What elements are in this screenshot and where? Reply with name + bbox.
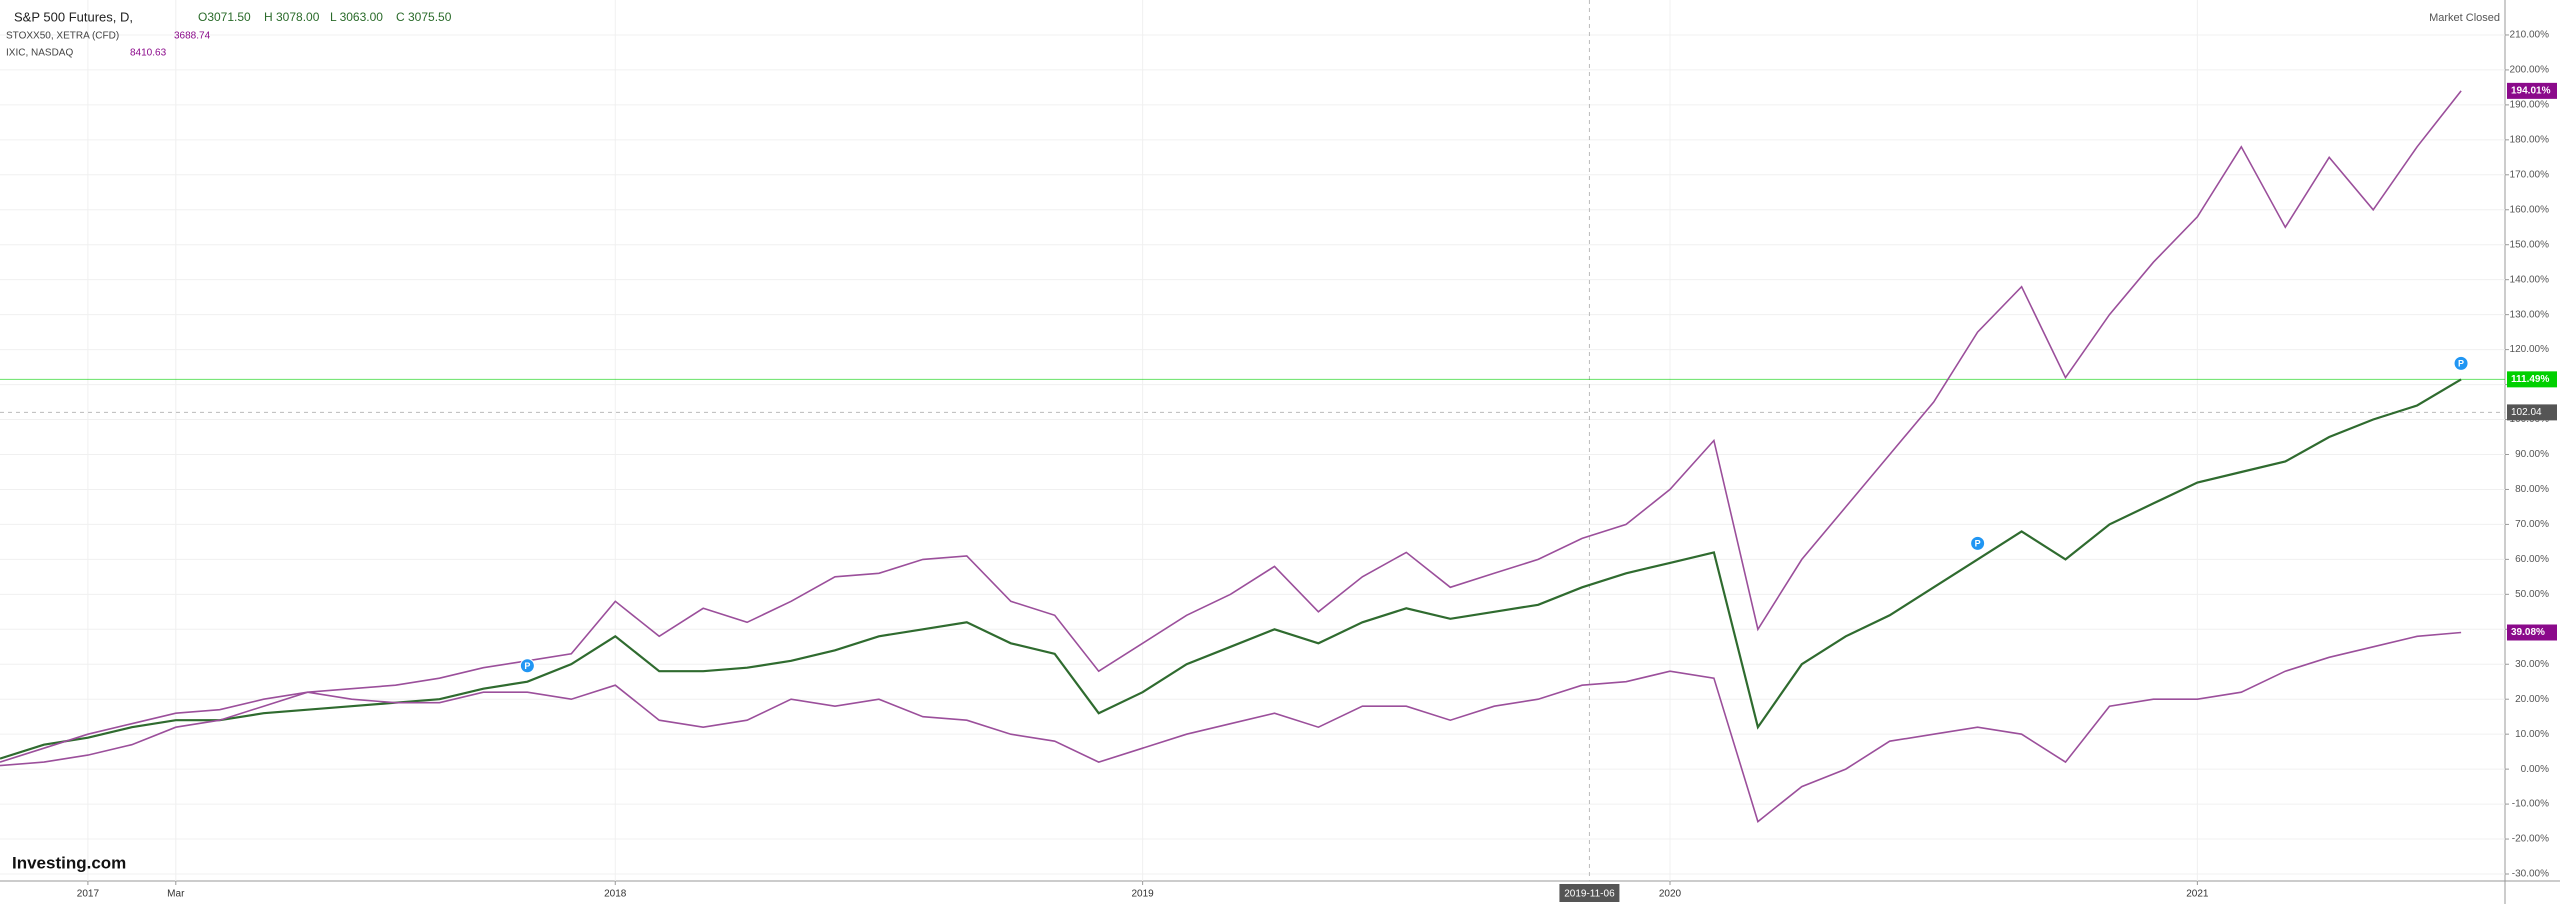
legend-series-name: IXIC, NASDAQ	[6, 48, 73, 59]
y-tick-label: 180.00%	[2510, 134, 2550, 145]
last-value-tag	[2507, 371, 2557, 388]
y-tick-label: 130.00%	[2510, 309, 2550, 320]
last-value-tag	[2507, 624, 2557, 641]
y-tick-label: 70.00%	[2515, 519, 2549, 530]
x-tick-label: 2019	[1132, 889, 1155, 900]
event-marker-label: P	[1975, 539, 1981, 549]
ohlc-value: O3071.50	[198, 10, 251, 24]
y-tick-label: 0.00%	[2521, 764, 2549, 775]
x-tick-label: 2018	[604, 889, 627, 900]
ohlc-value: L 3063.00	[330, 10, 383, 24]
y-tick-label: 50.00%	[2515, 589, 2549, 600]
event-marker-label: P	[2458, 359, 2464, 369]
series-line	[0, 378, 2462, 760]
crosshair-y-label: 102.04	[2511, 407, 2542, 418]
ohlc-value: H 3078.00	[264, 10, 320, 24]
logo: Investing.com	[12, 853, 126, 872]
legend-title: S&P 500 Futures, D,	[14, 9, 133, 24]
event-marker[interactable]	[519, 658, 535, 674]
y-tick-label: 190.00%	[2510, 100, 2550, 111]
y-tick-label: 170.00%	[2510, 169, 2550, 180]
plot	[0, 90, 2462, 823]
y-tick-label: 200.00%	[2510, 65, 2550, 76]
grid	[0, 0, 2509, 885]
y-tick-label: 210.00%	[2510, 30, 2550, 41]
x-tick-label: 2020	[1659, 889, 1682, 900]
x-tick-label: Mar	[167, 889, 185, 900]
last-value-tag	[2507, 82, 2557, 99]
y-tick-label: 60.00%	[2515, 554, 2549, 565]
crosshair-x-label: 2019-11-06	[1564, 889, 1615, 900]
event-marker[interactable]	[2453, 355, 2469, 371]
y-tick-label: 30.00%	[2515, 659, 2549, 670]
y-tick-label: -10.00%	[2512, 799, 2549, 810]
legend-series-price: 3688.74	[174, 31, 211, 42]
y-tick-label: 150.00%	[2510, 239, 2550, 250]
crosshair-x-tag	[1559, 884, 1620, 902]
y-tick-label: -30.00%	[2512, 869, 2549, 880]
y-tick-label: 10.00%	[2515, 729, 2549, 740]
x-tick-label: 2017	[77, 889, 100, 900]
y-tick-label: -20.00%	[2512, 834, 2549, 845]
x-tick-label: 2021	[2186, 889, 2209, 900]
event-marker-label: P	[524, 661, 530, 671]
series-line	[0, 90, 2462, 763]
last-value-label: 194.01%	[2511, 86, 2551, 97]
y-tick-label: 90.00%	[2515, 449, 2549, 460]
event-marker[interactable]	[1970, 535, 1986, 551]
y-tick-label: 140.00%	[2510, 274, 2550, 285]
crosshair-y-tag	[2507, 404, 2557, 421]
y-tick-label: 80.00%	[2515, 484, 2549, 495]
legend-series-price: 8410.63	[130, 48, 167, 59]
last-value-label: 39.08%	[2511, 627, 2545, 638]
market-status: Market Closed	[2429, 12, 2500, 24]
y-tick-label: 160.00%	[2510, 204, 2550, 215]
overlay: Market Closed Investing.com -30.00% -20.0…	[6, 9, 2557, 902]
y-tick-label: 120.00%	[2510, 344, 2550, 355]
last-value-label: 111.49%	[2511, 374, 2549, 385]
series-line	[0, 631, 2462, 823]
ohlc-value: C 3075.50	[396, 10, 452, 24]
legend-series-name: STOXX50, XETRA (CFD)	[6, 31, 119, 42]
y-tick-label: 20.00%	[2515, 694, 2549, 705]
